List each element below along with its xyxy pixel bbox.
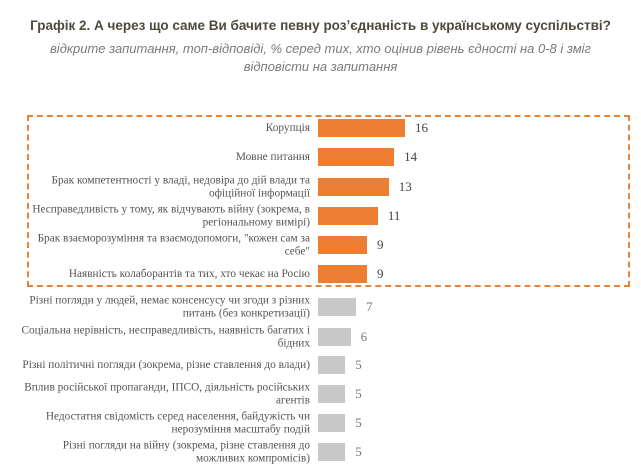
data-label: 5: [355, 357, 362, 372]
bar: [318, 119, 405, 137]
data-label: 14: [404, 149, 418, 164]
category-label: Соціальна нерівність, несправедливість, …: [21, 324, 310, 350]
bar: [318, 414, 346, 432]
data-label: 6: [360, 329, 368, 344]
highlight-box: [27, 115, 630, 287]
bar: [318, 207, 378, 225]
data-label: 9: [376, 237, 384, 252]
category-label: Несправедливість у тому, як відчувають в…: [32, 203, 310, 229]
data-label: 7: [366, 299, 373, 314]
bar: [318, 443, 346, 461]
bar: [318, 178, 389, 196]
data-label: 13: [398, 179, 412, 194]
category-label: Мовне питання: [235, 150, 310, 163]
data-label: 9: [376, 266, 384, 281]
bar: [318, 148, 395, 166]
category-label: Наявність колаборантів та тих, хто чекає…: [68, 267, 310, 280]
category-label: Брак взаєморозуміння та взаємодопомоги, …: [37, 232, 310, 258]
category-label: Недостатня свідомість серед населення, б…: [45, 410, 310, 436]
bar: [318, 236, 367, 254]
chart-subtitle: відкрите запитання, топ-відповіді, % сер…: [50, 41, 591, 74]
category-label: Вплив російської пропаганди, ІПСО, діяль…: [24, 381, 310, 407]
chart-title: Графік 2. А через що саме Ви бачите певн…: [30, 18, 611, 33]
category-label: Різні погляди на війну (зокрема, різне с…: [62, 439, 310, 465]
bar: [318, 298, 357, 316]
bar: [318, 328, 351, 346]
category-label: Брак компетентності у владі, недовіра до…: [51, 174, 310, 200]
bar: [318, 356, 346, 374]
data-label: 16: [415, 120, 428, 135]
data-label: 5: [355, 444, 362, 459]
category-label: Різні погляди у людей, немає консенсусу …: [29, 294, 310, 320]
data-label: 5: [355, 386, 362, 401]
data-label: 11: [387, 208, 401, 223]
category-label: Корупція: [265, 121, 310, 134]
bar: [318, 385, 346, 403]
bar: [318, 265, 367, 283]
category-label: Різні політичні погляди (зокрема, різне …: [22, 358, 310, 371]
data-label: 5: [355, 415, 362, 430]
